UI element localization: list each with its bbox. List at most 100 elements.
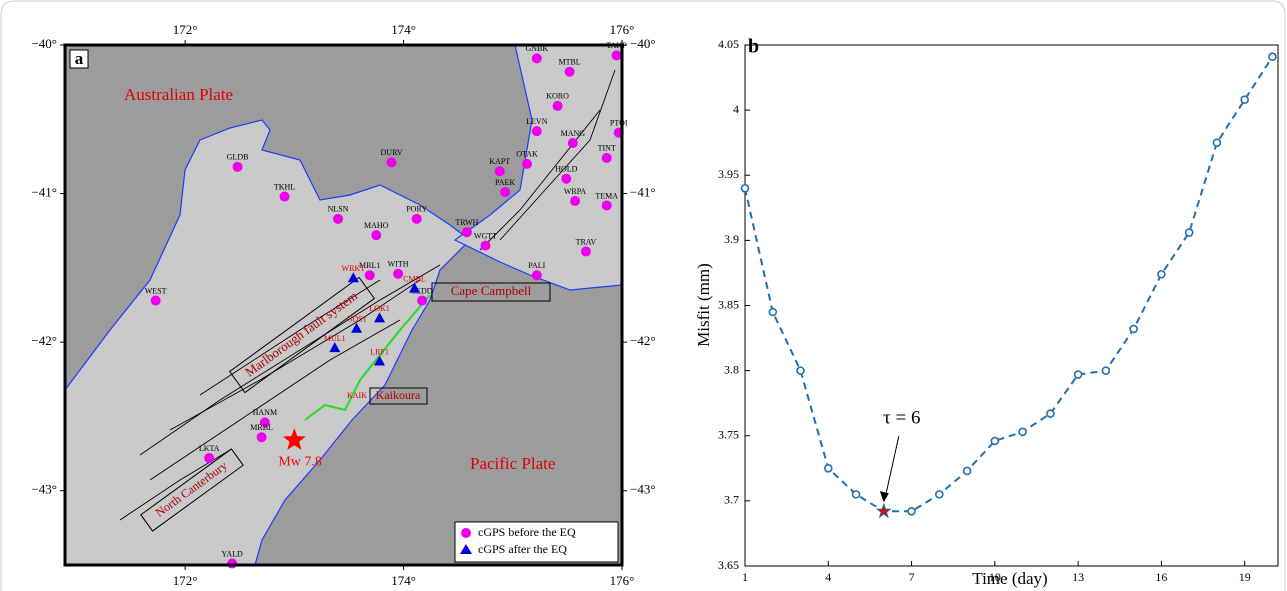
station-marker: [611, 50, 622, 61]
station-marker: [531, 126, 542, 137]
station-marker: [567, 138, 578, 149]
station-marker: [494, 166, 505, 177]
y-tick-label: 3.85: [718, 297, 739, 311]
station-label: WRPA: [564, 187, 587, 196]
y-tick-label: 3.7: [724, 493, 739, 507]
epicenter: [282, 428, 306, 450]
station-marker: [480, 240, 491, 251]
y-tick-label: −42°: [630, 333, 656, 348]
station-label: PTOI: [610, 118, 628, 127]
map-annotation: Kaikoura: [376, 388, 421, 402]
station-label: WGTT: [474, 231, 497, 240]
station-marker: [279, 191, 290, 202]
misfit-point: [1101, 366, 1111, 375]
misfit-point: [990, 436, 1000, 446]
misfit-point: [1157, 269, 1166, 279]
legend: [454, 521, 619, 563]
station-label: PAEK: [495, 178, 515, 187]
station-label: HANM: [253, 408, 277, 417]
x-axis-label: Time (day): [972, 569, 1047, 588]
misfit-point: [1073, 370, 1083, 379]
station-label: DURV: [381, 148, 403, 157]
station-marker: [374, 355, 386, 366]
station-label: TEMA: [595, 191, 618, 200]
x-tick-label: 1: [742, 570, 748, 584]
misfit-point: [1184, 228, 1194, 237]
map-annotation: Australian Plate: [124, 85, 233, 104]
station-label: TRAV: [576, 237, 597, 246]
station-marker: [601, 200, 612, 211]
legend-marker: [461, 528, 471, 538]
station-label: MRBL: [250, 423, 273, 432]
station-marker: [259, 417, 270, 428]
station-label: LKTA: [199, 444, 220, 453]
station-label: LOK1: [369, 304, 389, 313]
panel-box: [69, 49, 89, 69]
y-tick-label: 4.05: [718, 37, 739, 51]
station-label: MAHO: [364, 221, 389, 230]
panel-label: b: [748, 36, 759, 58]
arrow-head: [879, 491, 889, 503]
misfit-point: [935, 490, 944, 499]
station-marker: [386, 157, 397, 168]
x-tick-label: 176°: [610, 22, 635, 37]
station-marker: [374, 312, 386, 323]
rupture: [304, 294, 431, 421]
station-label: TINT: [598, 144, 616, 153]
misfit-point: [1212, 138, 1222, 147]
x-tick-label: 10: [989, 570, 1001, 584]
station-marker: [393, 268, 404, 279]
station-label: MANG: [561, 129, 586, 138]
map-annotation: Cape Campbell: [451, 283, 532, 298]
x-tick-label: 4: [825, 570, 831, 584]
x-tick-label: 174°: [391, 573, 416, 588]
station-marker: [351, 322, 363, 333]
faults: [119, 69, 616, 521]
station-label: LEVN: [526, 117, 548, 126]
optimal-point: [875, 502, 892, 519]
station-label: TKHL: [274, 182, 295, 191]
annotation: τ = 6: [883, 408, 920, 429]
legend-label: cGPS before the EQ: [478, 525, 576, 539]
y-tick-label: 3.95: [718, 167, 739, 181]
station-marker: [570, 196, 581, 206]
station-label: HOLD: [555, 165, 577, 174]
station-label: YALD: [221, 549, 243, 558]
station-label: NLSN: [328, 205, 349, 214]
station-marker: [364, 270, 375, 281]
station-marker: [552, 100, 563, 111]
station-label: MTBL: [558, 58, 580, 67]
y-tick-label: −40°: [630, 36, 656, 51]
misfit-point: [768, 307, 778, 317]
station-marker: [561, 173, 572, 184]
station-label: WRKT: [342, 264, 366, 273]
misfit-point: [851, 490, 861, 499]
y-tick-label: −43°: [31, 482, 57, 497]
misfit-point: [1240, 95, 1249, 105]
station-marker: [408, 282, 420, 293]
station-label: WITH: [388, 260, 409, 269]
legend-marker: [460, 544, 472, 554]
misfit-point: [962, 466, 972, 476]
station-marker: [232, 161, 243, 172]
station-label: PALI: [528, 261, 545, 270]
station-marker: [531, 270, 542, 281]
station-marker: [580, 246, 591, 257]
panel-label: a: [75, 49, 84, 68]
station-marker: [347, 272, 359, 283]
epicenter-label: Mw 7.8: [278, 454, 322, 469]
x-tick-label: 174°: [391, 22, 416, 37]
station-marker: [256, 432, 267, 443]
y-tick-label: 3.9: [724, 232, 739, 246]
south-island: [64, 119, 471, 566]
y-tick-label: −43°: [630, 482, 656, 497]
station-marker: [371, 230, 382, 241]
x-tick-label: 13: [1072, 570, 1084, 584]
x-tick-label: 19: [1239, 570, 1251, 584]
misfit-point: [1268, 52, 1277, 62]
station-marker: [601, 152, 612, 163]
station-marker: [521, 158, 532, 169]
y-axis-label: Misfit (mm): [694, 263, 713, 347]
y-tick-label: 3.75: [718, 428, 739, 442]
